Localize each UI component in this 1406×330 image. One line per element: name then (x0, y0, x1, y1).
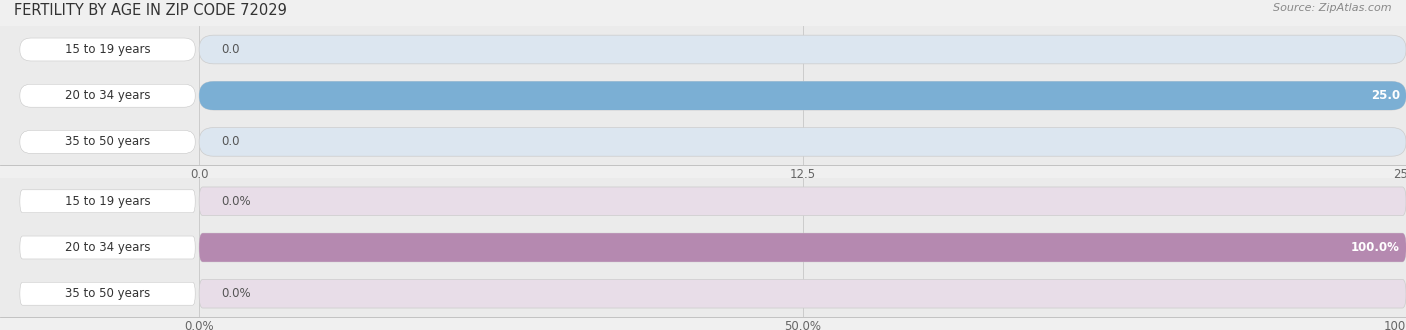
FancyBboxPatch shape (200, 187, 1406, 215)
Text: 0.0: 0.0 (221, 135, 239, 148)
FancyBboxPatch shape (200, 233, 1406, 262)
Text: 15 to 19 years: 15 to 19 years (65, 195, 150, 208)
FancyBboxPatch shape (20, 130, 195, 153)
FancyBboxPatch shape (200, 82, 1406, 110)
FancyBboxPatch shape (200, 82, 1406, 110)
Text: 0.0%: 0.0% (221, 287, 250, 300)
FancyBboxPatch shape (20, 38, 195, 61)
FancyBboxPatch shape (20, 84, 195, 107)
FancyBboxPatch shape (20, 282, 195, 305)
Text: 15 to 19 years: 15 to 19 years (65, 43, 150, 56)
Text: 20 to 34 years: 20 to 34 years (65, 89, 150, 102)
Text: 35 to 50 years: 35 to 50 years (65, 135, 150, 148)
FancyBboxPatch shape (200, 233, 1406, 262)
Text: 35 to 50 years: 35 to 50 years (65, 287, 150, 300)
Text: 100.0%: 100.0% (1351, 241, 1400, 254)
Text: 0.0: 0.0 (221, 43, 239, 56)
FancyBboxPatch shape (20, 236, 195, 259)
FancyBboxPatch shape (200, 280, 1406, 308)
Text: Source: ZipAtlas.com: Source: ZipAtlas.com (1274, 3, 1392, 13)
Text: FERTILITY BY AGE IN ZIP CODE 72029: FERTILITY BY AGE IN ZIP CODE 72029 (14, 3, 287, 18)
FancyBboxPatch shape (200, 35, 1406, 64)
FancyBboxPatch shape (20, 190, 195, 213)
FancyBboxPatch shape (200, 128, 1406, 156)
Text: 0.0%: 0.0% (221, 195, 250, 208)
Text: 20 to 34 years: 20 to 34 years (65, 241, 150, 254)
Text: 25.0: 25.0 (1371, 89, 1400, 102)
